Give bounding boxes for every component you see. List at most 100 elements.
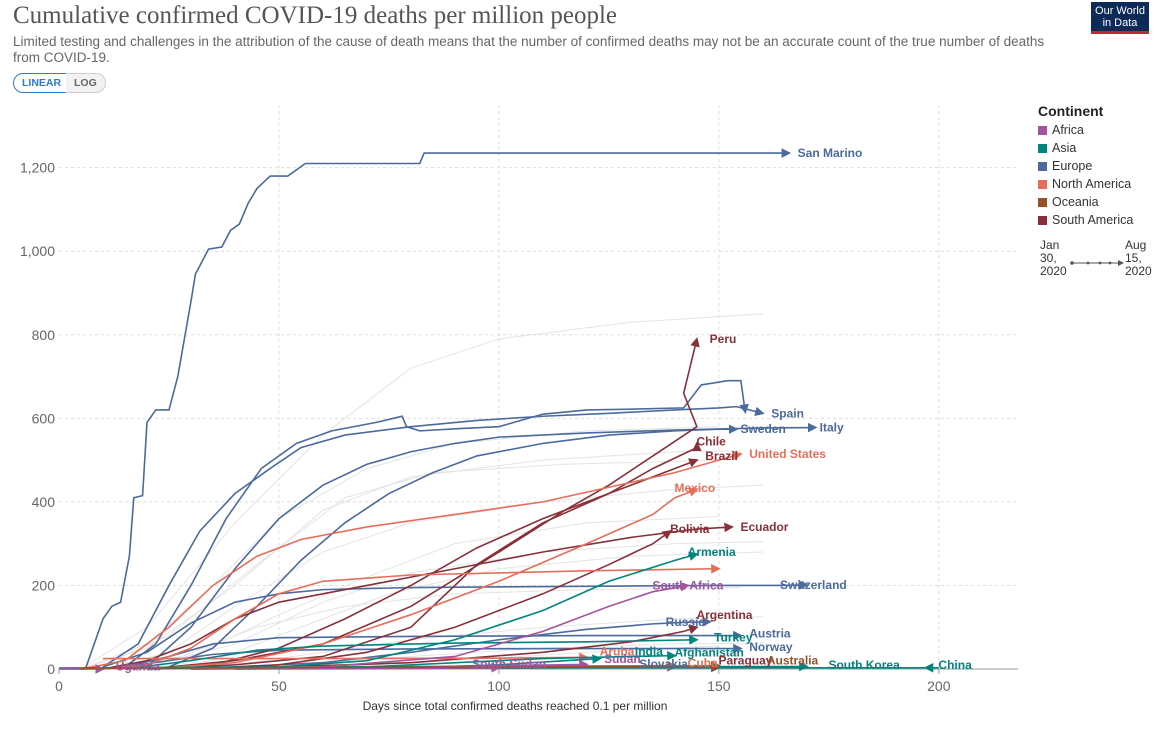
legend-label: Africa	[1052, 123, 1084, 137]
legend-swatch	[1038, 125, 1047, 135]
legend-item-north-america[interactable]: North America	[1038, 175, 1154, 193]
y-tick-label: 200	[32, 577, 56, 593]
series-label: Austria	[749, 626, 791, 640]
series-line-peru	[146, 337, 700, 670]
legend-swatch	[1038, 197, 1047, 207]
series-line-turkey	[124, 635, 699, 670]
legend-swatch	[1038, 215, 1047, 225]
series-label: Turkey	[714, 631, 753, 645]
logo-line-1: Our World	[1095, 5, 1145, 17]
background-series-line	[93, 459, 719, 670]
series-line-spain	[102, 405, 765, 668]
background-series-line	[138, 541, 763, 670]
continent-legend: Continent Africa Asia Europe North Ameri…	[1038, 103, 1154, 229]
chart-subtitle: Limited testing and challenges in the at…	[13, 34, 1045, 65]
legend-title: Continent	[1038, 103, 1104, 119]
legend-label: South America	[1052, 213, 1134, 227]
series-label: Armenia	[688, 545, 736, 559]
series-label: India	[635, 644, 663, 658]
linear-scale-button[interactable]: LINEAR	[13, 73, 71, 93]
y-tick-label: 0	[47, 661, 55, 677]
series-line-armenia	[146, 551, 699, 670]
series-line-switzerland	[102, 580, 809, 668]
timeline-end-arrow-icon[interactable]	[1118, 260, 1124, 266]
series-label: Switzerland	[780, 578, 847, 592]
series-label: Afghanistan	[674, 645, 743, 659]
timeline-slider[interactable]: Jan 30, 2020 Aug 15, 2020	[1038, 239, 1154, 283]
legend-item-africa[interactable]: Africa	[1038, 121, 1154, 139]
series-label: Peru	[710, 332, 737, 346]
series-line-brazil	[146, 458, 699, 670]
logo-line-2: in Data	[1102, 17, 1138, 29]
legend-swatch	[1038, 179, 1047, 189]
series-line-chile	[146, 441, 702, 670]
series-label: Paraguay	[718, 654, 772, 668]
legend-item-asia[interactable]: Asia	[1038, 139, 1154, 157]
background-series-line	[80, 450, 741, 670]
series-label: Italy	[820, 421, 844, 435]
series-label: United States	[749, 447, 826, 461]
series-line-united-states	[80, 451, 743, 670]
series-line-south-sudan	[234, 663, 501, 673]
x-tick-label: 0	[55, 678, 63, 694]
timeline-dot	[1108, 261, 1112, 265]
series-label: South Korea	[828, 658, 900, 672]
series-label: Cuba	[688, 656, 718, 670]
series-label: South Africa	[652, 578, 723, 592]
log-scale-button[interactable]: LOG	[66, 73, 106, 93]
background-series-line	[111, 587, 741, 670]
timeline-end-day: 15,	[1125, 251, 1142, 265]
series-line-norway	[124, 643, 743, 668]
legend-swatch	[1038, 161, 1047, 171]
series-line-mexico	[146, 487, 699, 670]
series-label: Sudan	[604, 652, 641, 666]
timeline-track[interactable]	[1070, 259, 1126, 267]
series-label: Uganda	[116, 659, 160, 673]
series-label: Ecuador	[740, 520, 788, 534]
timeline-start-day: 30,	[1040, 251, 1057, 265]
series-line-aruba	[102, 652, 589, 663]
series-label: Argentina	[696, 608, 752, 622]
background-series-line	[80, 313, 763, 670]
series-label: Mexico	[674, 481, 715, 495]
legend-swatch	[1038, 143, 1047, 153]
series-label: Brazil	[705, 449, 738, 463]
series-label: South Sudan	[472, 657, 546, 671]
x-tick-label: 50	[271, 678, 287, 694]
y-tick-label: 400	[32, 494, 56, 510]
legend-item-europe[interactable]: Europe	[1038, 157, 1154, 175]
series-label: Spain	[771, 406, 804, 420]
timeline-end-label: Aug 15, 2020	[1125, 239, 1152, 278]
chart-title: Cumulative confirmed COVID-19 deaths per…	[13, 2, 618, 29]
timeline-dot	[1086, 261, 1090, 265]
series-label: Australia	[767, 654, 819, 668]
series-label: China	[938, 658, 972, 672]
legend-item-south-america[interactable]: South America	[1038, 211, 1154, 229]
timeline-end-month: Aug	[1125, 238, 1147, 252]
series-line-ecuador	[102, 522, 734, 670]
timeline-start-month: Jan	[1040, 238, 1060, 252]
series-label: Chile	[696, 434, 726, 448]
background-series-line	[102, 516, 719, 670]
x-tick-label: 200	[927, 678, 951, 694]
legend-label: Oceania	[1052, 195, 1099, 209]
x-tick-label: 150	[707, 678, 731, 694]
timeline-dot	[1098, 261, 1102, 265]
legend-label: Asia	[1052, 141, 1077, 155]
legend-label: Europe	[1052, 159, 1093, 173]
series-label: Slovakia	[639, 657, 688, 671]
background-series-line	[80, 426, 719, 670]
series-label: Bolivia	[670, 522, 710, 536]
series-label: Norway	[749, 640, 793, 654]
series-line-italy	[146, 422, 818, 668]
series-label: Russia	[666, 615, 706, 629]
x-tick-label: 100	[487, 678, 511, 694]
owid-logo[interactable]: Our World in Data	[1091, 2, 1149, 34]
timeline-start-year: 2020	[1040, 264, 1067, 278]
series-label: Sweden	[740, 422, 785, 436]
background-series-line	[124, 551, 763, 670]
timeline-start-handle[interactable]	[1070, 261, 1074, 265]
legend-item-oceania[interactable]: Oceania	[1038, 193, 1154, 211]
background-series-line	[102, 484, 763, 670]
